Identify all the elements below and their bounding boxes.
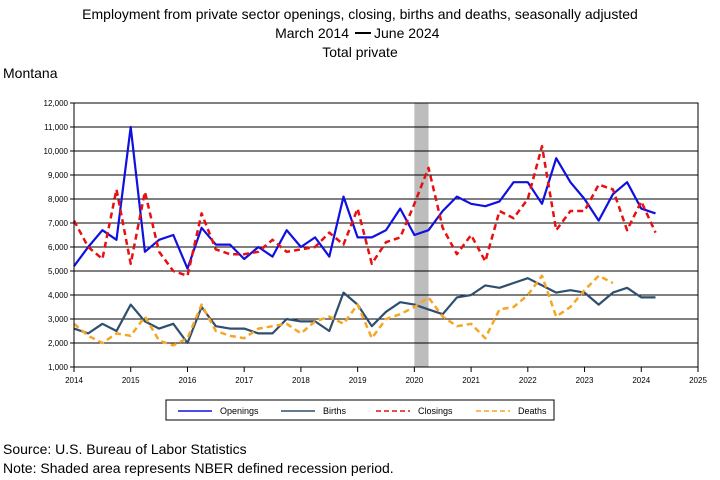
y-axis: 1,000 2,000 3,000 4,000 5,000 6,000 7,000 8,000…: [44, 99, 74, 372]
x-tick-label: 2015: [122, 376, 140, 385]
y-tick-label: 10,000: [44, 147, 69, 156]
x-tick-label: 2022: [519, 376, 537, 385]
gridlines: [74, 126, 698, 344]
x-tick-label: 2014: [65, 376, 83, 385]
series-line-births: [73, 277, 656, 345]
x-axis: 2014 2015 2016 2017 2018 2019 2020 2021 2022 2023…: [65, 367, 707, 385]
x-tick-label: 2017: [235, 376, 253, 385]
series-line-closings: [72, 144, 657, 278]
x-tick-label: 2016: [179, 376, 197, 385]
date-range-start: March 2014: [275, 25, 349, 41]
date-range-end: June 2024: [374, 25, 440, 41]
legend: Openings Births Closings Deaths: [165, 399, 555, 421]
x-tick-label: 2025: [689, 376, 707, 385]
legend-label-births: Births: [323, 406, 347, 416]
series-line-openings: [73, 125, 656, 270]
x-tick-label: 2018: [292, 376, 310, 385]
chart-subtitle: Total private: [322, 44, 398, 60]
legend-label-deaths: Deaths: [518, 406, 547, 416]
legend-label-openings: Openings: [220, 406, 259, 416]
series-line-deaths: [73, 274, 614, 347]
series-lines: [72, 125, 657, 347]
y-tick-label: 4,000: [48, 291, 69, 300]
y-tick-label: 7,000: [48, 219, 69, 228]
y-tick-label: 9,000: [48, 171, 69, 180]
y-tick-label: 8,000: [48, 195, 69, 204]
y-tick-label: 12,000: [44, 99, 69, 108]
chart-date-range: March 2014 June 2024: [275, 25, 440, 41]
y-tick-label: 3,000: [48, 315, 69, 324]
y-tick-label: 1,000: [48, 363, 69, 372]
y-tick-label: 5,000: [48, 267, 69, 276]
x-tick-label: 2020: [405, 376, 423, 385]
y-tick-label: 6,000: [48, 243, 69, 252]
legend-box: [165, 399, 555, 421]
x-tick-label: 2023: [576, 376, 594, 385]
x-tick-label: 2024: [632, 376, 650, 385]
legend-label-closings: Closings: [418, 406, 453, 416]
x-tick-label: 2019: [349, 376, 367, 385]
y-tick-label: 2,000: [48, 339, 69, 348]
y-tick-label: 11,000: [44, 123, 68, 132]
plot-frame: [73, 102, 699, 368]
chart-title: Employment from private sector openings,…: [82, 6, 638, 22]
recession-note: Note: Shaded area represents NBER define…: [3, 460, 394, 476]
region-label: Montana: [3, 65, 58, 81]
x-tick-label: 2021: [462, 376, 480, 385]
source-note: Source: U.S. Bureau of Labor Statistics: [3, 441, 247, 457]
